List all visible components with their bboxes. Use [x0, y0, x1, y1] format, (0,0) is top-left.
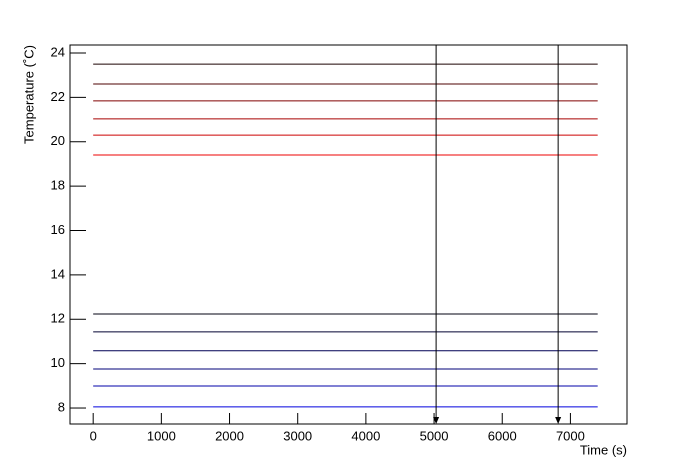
y-tick-label: 20 — [51, 133, 65, 148]
y-tick-label: 10 — [51, 355, 65, 370]
x-tick-label: 1000 — [147, 428, 176, 443]
x-tick-label: 3000 — [283, 428, 312, 443]
time-marker-arrow — [433, 417, 440, 424]
x-axis-label: Time (s) — [580, 442, 627, 457]
x-tick-label: 4000 — [351, 428, 380, 443]
x-tick-label: 7000 — [556, 428, 585, 443]
y-tick-label: 12 — [51, 311, 65, 326]
x-tick-label: 0 — [90, 428, 97, 443]
y-tick-label: 22 — [51, 89, 65, 104]
y-axis-label: Temperature (˚C) — [21, 45, 36, 144]
time-marker-arrow — [555, 417, 562, 424]
frame — [69, 44, 628, 425]
y-tick-label: 18 — [51, 178, 65, 193]
x-tick-label: 2000 — [215, 428, 244, 443]
y-tick-label: 16 — [51, 222, 65, 237]
y-tick-label: 8 — [58, 399, 65, 414]
x-tick-label: 6000 — [488, 428, 517, 443]
y-tick-label: 24 — [51, 44, 65, 59]
y-tick-label: 14 — [51, 266, 65, 281]
x-tick-label: 5000 — [420, 428, 449, 443]
